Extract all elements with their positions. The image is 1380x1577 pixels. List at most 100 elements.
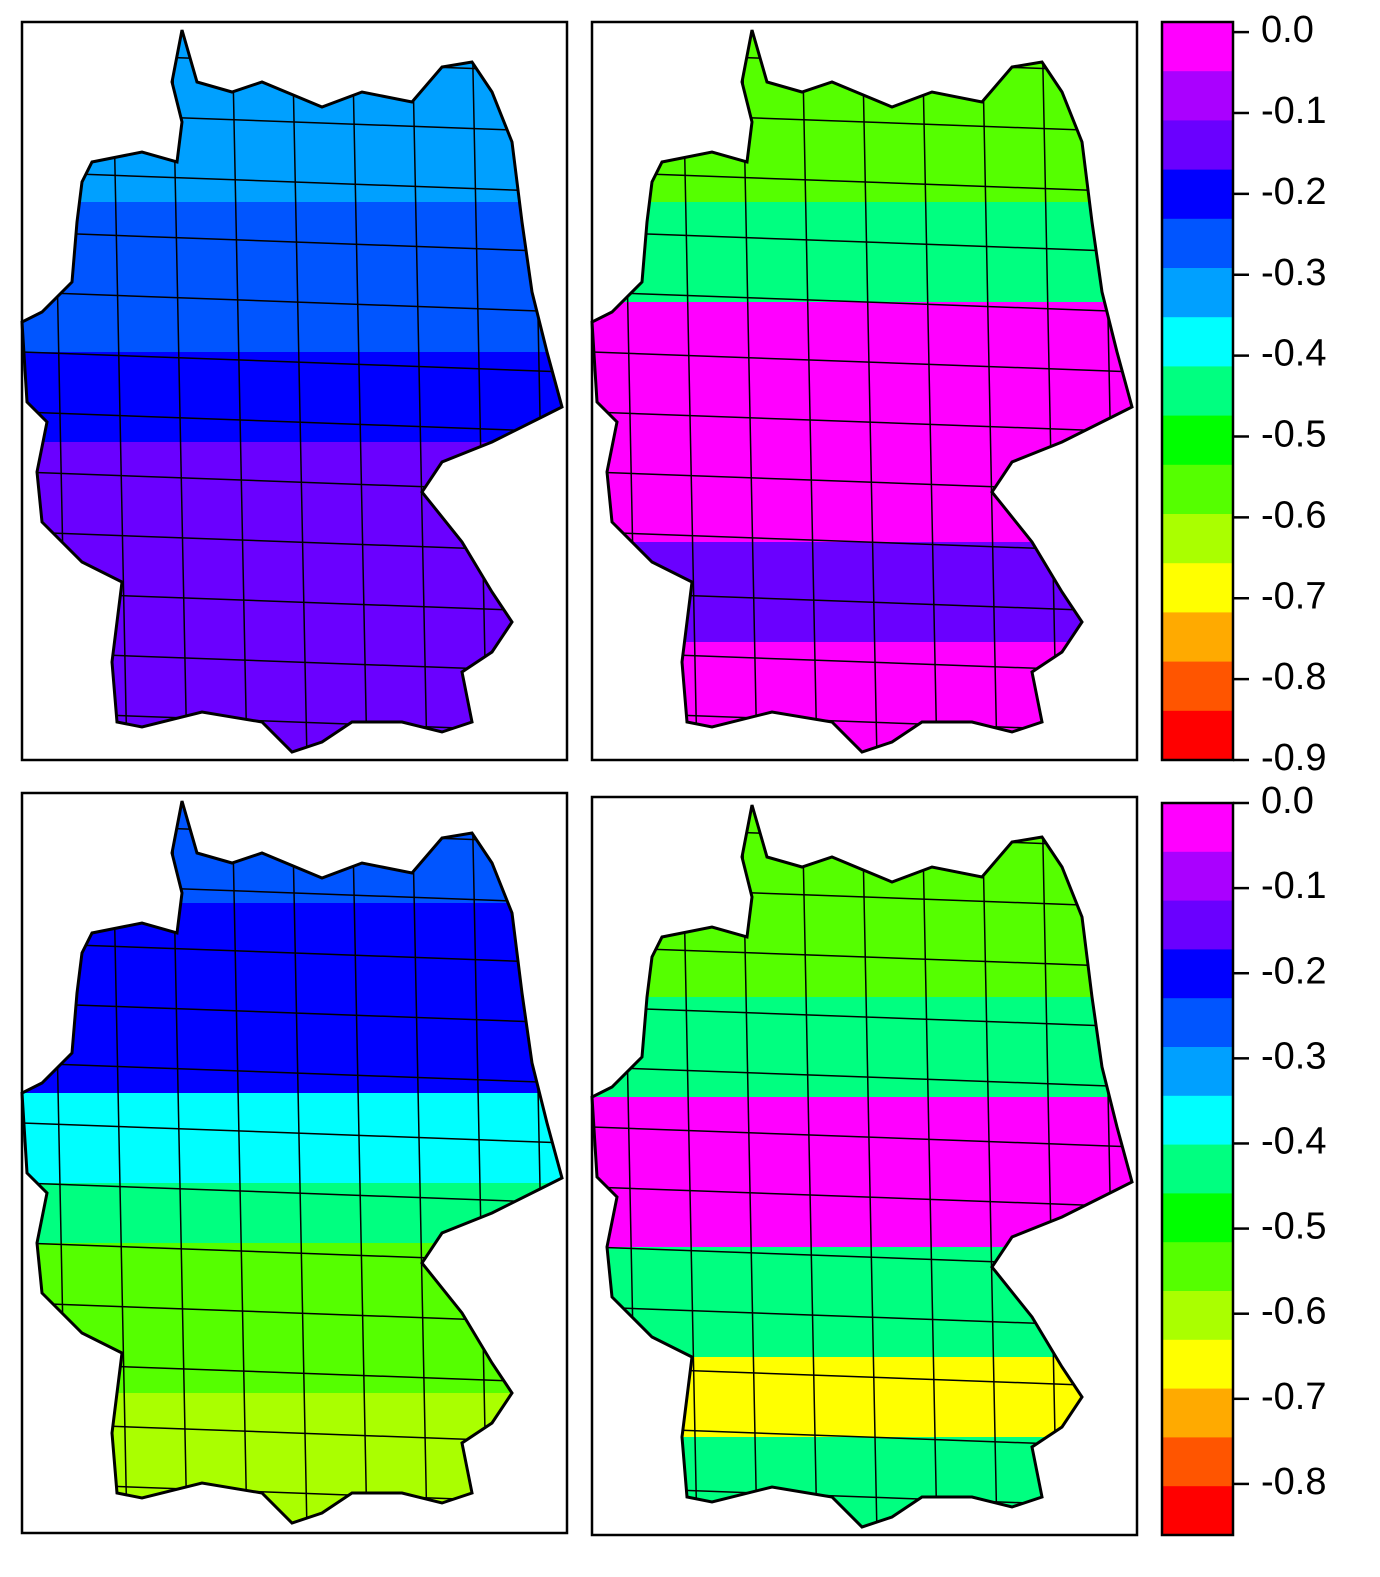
colorbar-band [1162,514,1233,564]
district-border [22,1122,562,1144]
region-zone [22,1183,562,1243]
colorbar-band [1162,900,1233,950]
region-zone [592,202,1132,302]
panel-frame [20,791,569,1535]
panel-frame [20,20,569,762]
region-zone [592,997,1132,1097]
district-border [22,1182,562,1204]
district-border [592,291,1132,313]
district-border [592,171,1132,193]
colorbar-band [1162,949,1233,999]
colorbar-band [1162,661,1233,712]
district-border [921,805,938,1527]
district-border [861,30,878,752]
district-border [291,801,308,1523]
region-zone [592,642,1132,752]
country-outline [590,804,1134,1529]
map-fill [592,30,1132,752]
tick-label: -0.6 [1261,1291,1326,1333]
colorbar-frame [1160,20,1235,762]
country-outline [20,29,564,754]
tick-label: -0.6 [1261,494,1326,536]
tick-label: -0.7 [1261,1376,1326,1418]
colorbar-band [1162,1047,1233,1097]
colorbar-band [1162,169,1233,220]
district-border [291,30,308,752]
colorbar-band [1162,998,1233,1048]
tick-label: -0.1 [1261,865,1326,907]
colorbar-frame [1160,801,1235,1537]
region-zone [592,542,1132,642]
district-border [801,30,818,752]
tick-label: -0.3 [1261,252,1326,294]
tick-label: -0.7 [1261,575,1326,617]
district-border [592,1066,1132,1088]
colorbar-band [1162,1339,1233,1390]
district-border [22,411,562,433]
tick-label: -0.2 [1261,171,1326,213]
district-border [592,351,1132,373]
region-zone [22,903,562,1093]
tick-label: -0.9 [1261,737,1326,779]
colorbar-band [1162,1144,1233,1194]
colorbar-band [1162,1437,1233,1487]
colorbar-band [1162,317,1233,367]
tick-label: -0.5 [1261,1206,1326,1248]
region-zone [22,352,562,442]
region-zone [592,1097,1132,1247]
tick-label: -0.4 [1261,1120,1326,1162]
district-border [351,801,368,1523]
country-outline [590,29,1134,754]
colorbar-band [1162,1486,1233,1536]
district-border [22,171,562,193]
country-outline [20,800,564,1525]
colorbar-band [1162,1388,1233,1438]
district-border [411,30,428,752]
colorbar-band [1162,851,1233,902]
district-border [592,1126,1132,1148]
district-border [592,411,1132,433]
district-border [471,30,488,752]
district-border [231,801,248,1523]
colorbar-band [1162,366,1233,417]
colorbar-band [1162,464,1233,515]
panel-frame [590,20,1139,762]
region-zone [22,1093,562,1183]
map-panel [20,791,569,1535]
tick-label: -0.1 [1261,90,1326,132]
district-border [801,805,818,1527]
colorbar-band [1162,1242,1233,1292]
map-panel [590,20,1139,762]
colorbar-band [1162,71,1233,121]
district-border [411,801,428,1523]
district-border [921,30,938,752]
district-border [592,51,1132,73]
region-zone [592,1247,1132,1357]
district-border [592,1186,1132,1208]
district-border [861,805,878,1527]
tick-label: 0.0 [1261,780,1314,822]
map-fill [22,801,562,1523]
region-zone [22,202,562,352]
map-panel [20,20,569,762]
tick-label: 0.0 [1261,9,1314,51]
district-border [22,942,562,964]
tick-label: -0.2 [1261,950,1326,992]
region-zone [22,1243,562,1393]
district-border [471,801,488,1523]
colorbar-band [1162,710,1233,761]
tick-label: -0.8 [1261,1461,1326,1503]
district-border [22,291,562,313]
tick-label: -0.8 [1261,656,1326,698]
district-border [351,30,368,752]
region-zone [592,1437,1132,1527]
district-border [1041,30,1058,752]
district-border [592,946,1132,968]
colorbar-band [1162,1095,1233,1146]
tick-label: -0.3 [1261,1035,1326,1077]
panel-frame [590,795,1139,1537]
map-fill [22,30,562,752]
tick-label: -0.5 [1261,414,1326,456]
district-border [981,30,998,752]
